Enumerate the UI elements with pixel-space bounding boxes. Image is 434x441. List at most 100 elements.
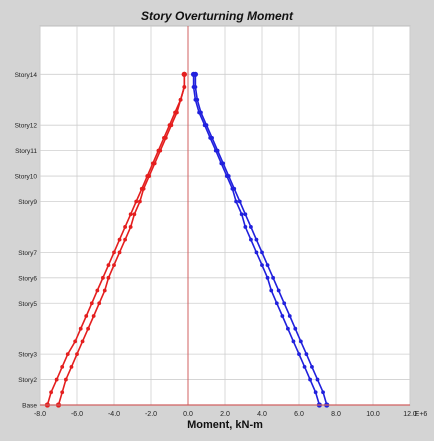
series-point <box>132 212 137 217</box>
series-point <box>280 314 285 318</box>
series-point <box>128 225 133 229</box>
series-point <box>291 339 296 344</box>
series-point <box>204 123 209 128</box>
axis-layer: -8.0 -6.0 -4.0 -2.0 0.0 2.0 4.0 6.0 8.0 10.0 12.0 B… <box>15 72 417 418</box>
series-point <box>274 301 279 306</box>
series-point <box>286 326 290 331</box>
series-point <box>304 352 309 357</box>
y-tick-label: Story12 <box>15 123 38 130</box>
series-point <box>65 352 70 357</box>
x-tick-label: 4.0 <box>257 411 267 418</box>
series-point <box>315 377 320 382</box>
x-tick-label: 10.0 <box>366 411 380 418</box>
series-point <box>321 390 325 395</box>
series-point <box>75 352 79 357</box>
x-tick-label: 0.0 <box>183 411 193 418</box>
series-point <box>226 174 231 178</box>
series-point <box>313 390 318 395</box>
series-point <box>134 199 139 204</box>
series-point <box>78 326 83 331</box>
series-point <box>95 288 100 293</box>
series-point <box>193 85 198 89</box>
series-point <box>64 377 68 382</box>
series-point <box>215 148 220 153</box>
chart-title: Story Overturning Moment <box>141 9 294 23</box>
series-point <box>221 161 226 166</box>
series-point <box>152 161 157 166</box>
series-point <box>249 237 253 242</box>
series-point <box>260 250 264 255</box>
y-tick-label: Story2 <box>18 377 37 384</box>
series-point <box>106 275 111 280</box>
y-tick-label: Story10 <box>15 174 38 181</box>
series-point <box>49 390 53 395</box>
series-point <box>269 288 274 293</box>
series-point <box>254 250 259 255</box>
series-point <box>80 339 85 344</box>
series-point <box>182 85 187 89</box>
series-point <box>123 225 127 229</box>
series-point <box>175 110 179 115</box>
series-point <box>102 288 107 293</box>
y-tick-label: Story14 <box>15 72 38 79</box>
series-point <box>86 326 90 331</box>
series-point <box>282 301 287 306</box>
series-point <box>265 263 270 268</box>
series-point <box>297 352 301 357</box>
series-point <box>210 136 214 140</box>
grid-layer <box>39 26 411 405</box>
series-point <box>181 71 187 77</box>
series-point <box>117 237 122 242</box>
series-point <box>302 364 307 369</box>
x-tick-label: 2.0 <box>220 411 230 418</box>
series-point <box>128 212 133 217</box>
y-tick-label: Story9 <box>18 199 37 206</box>
series-point <box>89 301 94 306</box>
series-point <box>199 110 203 115</box>
series-point <box>260 263 264 268</box>
x-tick-label: -4.0 <box>108 411 120 418</box>
series-point <box>239 212 244 217</box>
x-tick-label: -2.0 <box>145 411 157 418</box>
series-point <box>73 339 78 344</box>
series-point <box>163 136 168 140</box>
series-point <box>276 288 281 293</box>
series-point <box>308 377 312 382</box>
series-point <box>234 199 239 204</box>
x-tick-label: 12.0 <box>403 411 417 418</box>
series-point <box>54 377 59 382</box>
y-tick-label: Story11 <box>15 148 37 155</box>
series-point <box>123 237 127 242</box>
series-point <box>178 97 183 102</box>
y-tick-label: Story5 <box>18 301 37 308</box>
series-point <box>106 263 111 268</box>
series-point <box>112 250 116 255</box>
series-point <box>232 186 237 191</box>
series-point <box>138 199 142 204</box>
series-layer <box>44 71 330 408</box>
series-point <box>243 212 248 217</box>
series-point <box>97 301 102 306</box>
series-point <box>265 275 270 280</box>
y-tick-label: Story6 <box>18 275 37 282</box>
series-point <box>195 97 200 102</box>
series-point <box>293 326 298 331</box>
series-point <box>271 275 275 280</box>
series-point <box>254 237 259 242</box>
x-axis-scale-label: E+6 <box>415 411 428 418</box>
series-point <box>249 225 253 229</box>
series-point <box>84 314 89 318</box>
series-point <box>147 174 152 178</box>
x-tick-label: -6.0 <box>71 411 83 418</box>
series-point <box>169 123 174 128</box>
x-axis-label: Moment, kN-m <box>187 419 263 431</box>
series-point <box>237 199 242 204</box>
y-tick-label: Story7 <box>18 250 37 257</box>
series-point <box>310 364 314 369</box>
series-point <box>60 390 65 395</box>
series-point <box>287 314 292 318</box>
series-point <box>69 364 74 369</box>
series-point <box>298 339 303 344</box>
